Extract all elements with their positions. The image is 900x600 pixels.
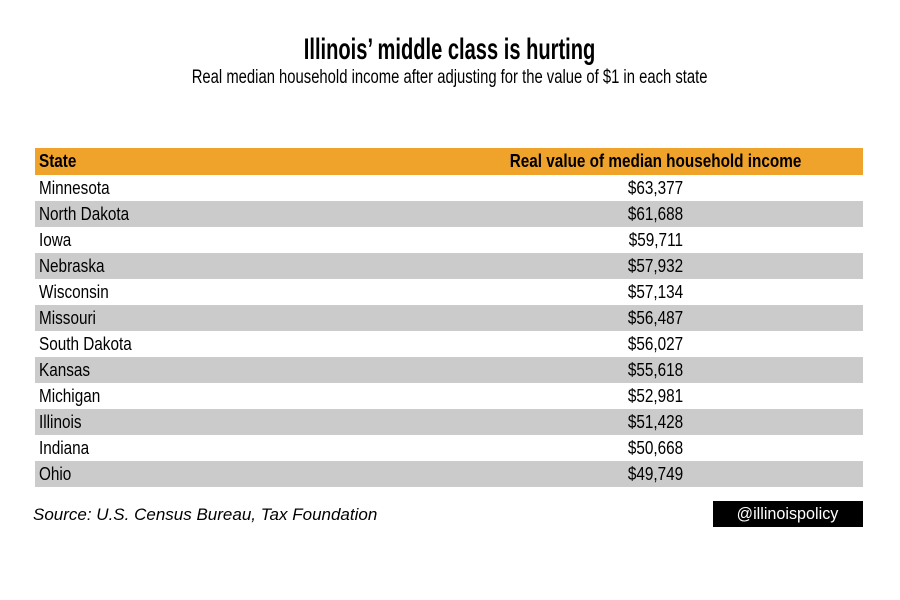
income-value: $59,711 — [628, 230, 684, 250]
page-subtitle: Real median household income after adjus… — [0, 68, 900, 88]
state-name: Wisconsin — [39, 282, 109, 302]
income-table: State Real value of median household inc… — [35, 148, 863, 487]
value-cell: $63,377 — [449, 175, 863, 201]
page-subtitle-text: Real median household income after adjus… — [192, 67, 708, 88]
value-cell: $57,932 — [449, 253, 863, 279]
table-row: Missouri $56,487 — [35, 305, 863, 331]
income-value: $63,377 — [628, 178, 684, 198]
value-cell: $56,487 — [449, 305, 863, 331]
value-cell: $52,981 — [449, 383, 863, 409]
state-cell: Ohio — [35, 461, 449, 487]
value-cell: $49,749 — [449, 461, 863, 487]
value-cell: $59,711 — [449, 227, 863, 253]
column-header-state: State — [35, 148, 449, 175]
state-cell: Indiana — [35, 435, 449, 461]
page-title: Illinois’ middle class is hurting — [0, 35, 900, 65]
social-badge: @illinoispolicy — [713, 501, 863, 527]
state-name: Ohio — [39, 464, 72, 484]
state-name: Michigan — [39, 386, 101, 406]
value-cell: $57,134 — [449, 279, 863, 305]
income-value: $51,428 — [628, 412, 684, 432]
table-row: Ohio $49,749 — [35, 461, 863, 487]
table-row: Wisconsin $57,134 — [35, 279, 863, 305]
state-cell: Wisconsin — [35, 279, 449, 305]
page-title-text: Illinois’ middle class is hurting — [304, 33, 596, 66]
column-header-state-text: State — [39, 151, 77, 171]
value-cell: $51,428 — [449, 409, 863, 435]
state-cell: Illinois — [35, 409, 449, 435]
state-name: North Dakota — [39, 204, 130, 224]
state-name: Illinois — [39, 412, 82, 432]
state-cell: Nebraska — [35, 253, 449, 279]
income-value: $56,027 — [628, 334, 684, 354]
state-name: Minnesota — [39, 178, 110, 198]
state-cell: Minnesota — [35, 175, 449, 201]
value-cell: $56,027 — [449, 331, 863, 357]
income-value: $61,688 — [628, 204, 684, 224]
income-value: $49,749 — [628, 464, 684, 484]
income-value: $57,932 — [628, 256, 684, 276]
value-cell: $55,618 — [449, 357, 863, 383]
table-row: Minnesota $63,377 — [35, 175, 863, 201]
state-cell: Kansas — [35, 357, 449, 383]
column-header-value-text: Real value of median household income — [510, 151, 802, 171]
income-value: $56,487 — [628, 308, 684, 328]
table-row: Nebraska $57,932 — [35, 253, 863, 279]
table-row: North Dakota $61,688 — [35, 201, 863, 227]
state-name: South Dakota — [39, 334, 132, 354]
source-note: Source: U.S. Census Bureau, Tax Foundati… — [33, 505, 378, 524]
state-cell: South Dakota — [35, 331, 449, 357]
income-value: $52,981 — [628, 386, 684, 406]
table-row: Kansas $55,618 — [35, 357, 863, 383]
social-badge-text: @illinoispolicy — [737, 504, 839, 523]
state-name: Iowa — [39, 230, 72, 250]
value-cell: $50,668 — [449, 435, 863, 461]
state-name: Missouri — [39, 308, 96, 328]
state-cell: North Dakota — [35, 201, 449, 227]
table-header-row: State Real value of median household inc… — [35, 148, 863, 175]
state-name: Indiana — [39, 438, 90, 458]
column-header-value: Real value of median household income — [449, 148, 863, 175]
table-row: South Dakota $56,027 — [35, 331, 863, 357]
state-name: Nebraska — [39, 256, 105, 276]
state-name: Kansas — [39, 360, 91, 380]
table-row: Michigan $52,981 — [35, 383, 863, 409]
table-row: Illinois $51,428 — [35, 409, 863, 435]
income-value: $57,134 — [628, 282, 684, 302]
income-value: $55,618 — [628, 360, 684, 380]
state-cell: Iowa — [35, 227, 449, 253]
income-value: $50,668 — [628, 438, 684, 458]
table-row: Iowa $59,711 — [35, 227, 863, 253]
state-cell: Missouri — [35, 305, 449, 331]
table-row: Indiana $50,668 — [35, 435, 863, 461]
state-cell: Michigan — [35, 383, 449, 409]
value-cell: $61,688 — [449, 201, 863, 227]
